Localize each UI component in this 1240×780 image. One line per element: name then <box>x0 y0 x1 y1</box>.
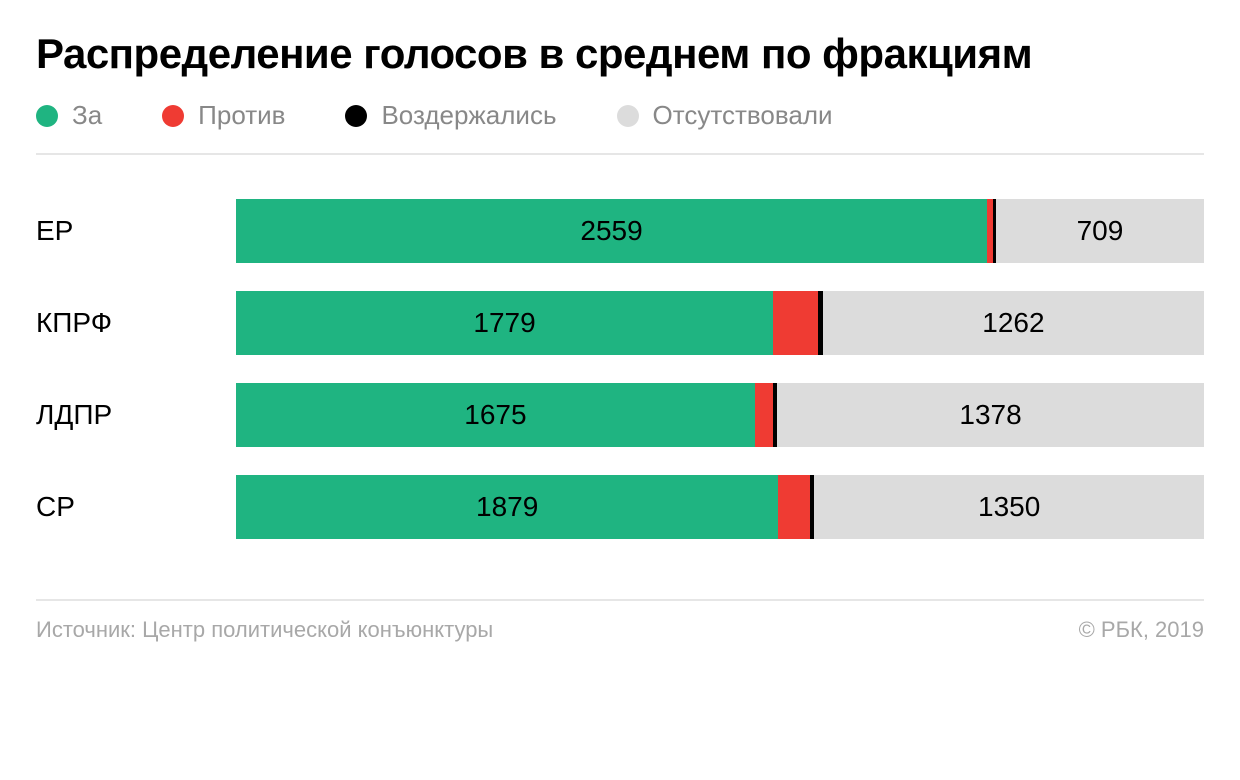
chart-title: Распределение голосов в среднем по фракц… <box>36 30 1204 78</box>
legend-label: Воздержались <box>381 100 556 131</box>
bar-row: ЛДПР 1675 1378 <box>36 383 1204 447</box>
legend-label: Отсутствовали <box>653 100 833 131</box>
stacked-bar: 1675 1378 <box>236 383 1204 447</box>
segment-value: 2559 <box>580 215 642 247</box>
segment-value: 1350 <box>978 491 1040 523</box>
legend-swatch <box>617 105 639 127</box>
segment-value: 1779 <box>473 307 535 339</box>
legend: За Против Воздержались Отсутствовали <box>36 100 1204 131</box>
legend-swatch <box>345 105 367 127</box>
segment-value: 1378 <box>959 399 1021 431</box>
legend-label: Против <box>198 100 285 131</box>
legend-item: За <box>36 100 102 131</box>
bar-segment-absent: 1350 <box>814 475 1204 539</box>
legend-label: За <box>72 100 102 131</box>
segment-value: 1262 <box>982 307 1044 339</box>
stacked-bar: 1879 1350 <box>236 475 1204 539</box>
chart-footer: Источник: Центр политической конъюнктуры… <box>36 599 1204 643</box>
bar-segment-for: 1675 <box>236 383 755 447</box>
legend-swatch <box>162 105 184 127</box>
category-label: КПРФ <box>36 307 236 339</box>
legend-item: Воздержались <box>345 100 556 131</box>
bar-segment-for: 1779 <box>236 291 773 355</box>
category-label: ЕР <box>36 215 236 247</box>
segment-value: 709 <box>1077 215 1124 247</box>
stacked-bar: 2559 709 <box>236 199 1204 263</box>
source-text: Источник: Центр политической конъюнктуры <box>36 617 493 643</box>
bar-segment-absent: 709 <box>996 199 1204 263</box>
bar-segment-against <box>778 475 810 539</box>
bar-segment-for: 2559 <box>236 199 987 263</box>
bar-segment-for: 1879 <box>236 475 778 539</box>
category-label: ЛДПР <box>36 399 236 431</box>
stacked-bar: 1779 1262 <box>236 291 1204 355</box>
legend-item: Против <box>162 100 285 131</box>
segment-value: 1675 <box>464 399 526 431</box>
segment-value: 1879 <box>476 491 538 523</box>
bar-segment-against <box>773 291 818 355</box>
bar-row: СР 1879 1350 <box>36 475 1204 539</box>
bar-row: ЕР 2559 709 <box>36 199 1204 263</box>
category-label: СР <box>36 491 236 523</box>
stacked-bar-chart: ЕР2559709КПРФ17791262ЛДПР16751378СР18791… <box>36 199 1204 539</box>
bar-segment-absent: 1378 <box>777 383 1204 447</box>
bar-segment-against <box>755 383 774 447</box>
bar-row: КПРФ 1779 1262 <box>36 291 1204 355</box>
bar-segment-absent: 1262 <box>823 291 1204 355</box>
divider-top <box>36 153 1204 155</box>
legend-swatch <box>36 105 58 127</box>
credit-text: © РБК, 2019 <box>1079 617 1204 643</box>
legend-item: Отсутствовали <box>617 100 833 131</box>
